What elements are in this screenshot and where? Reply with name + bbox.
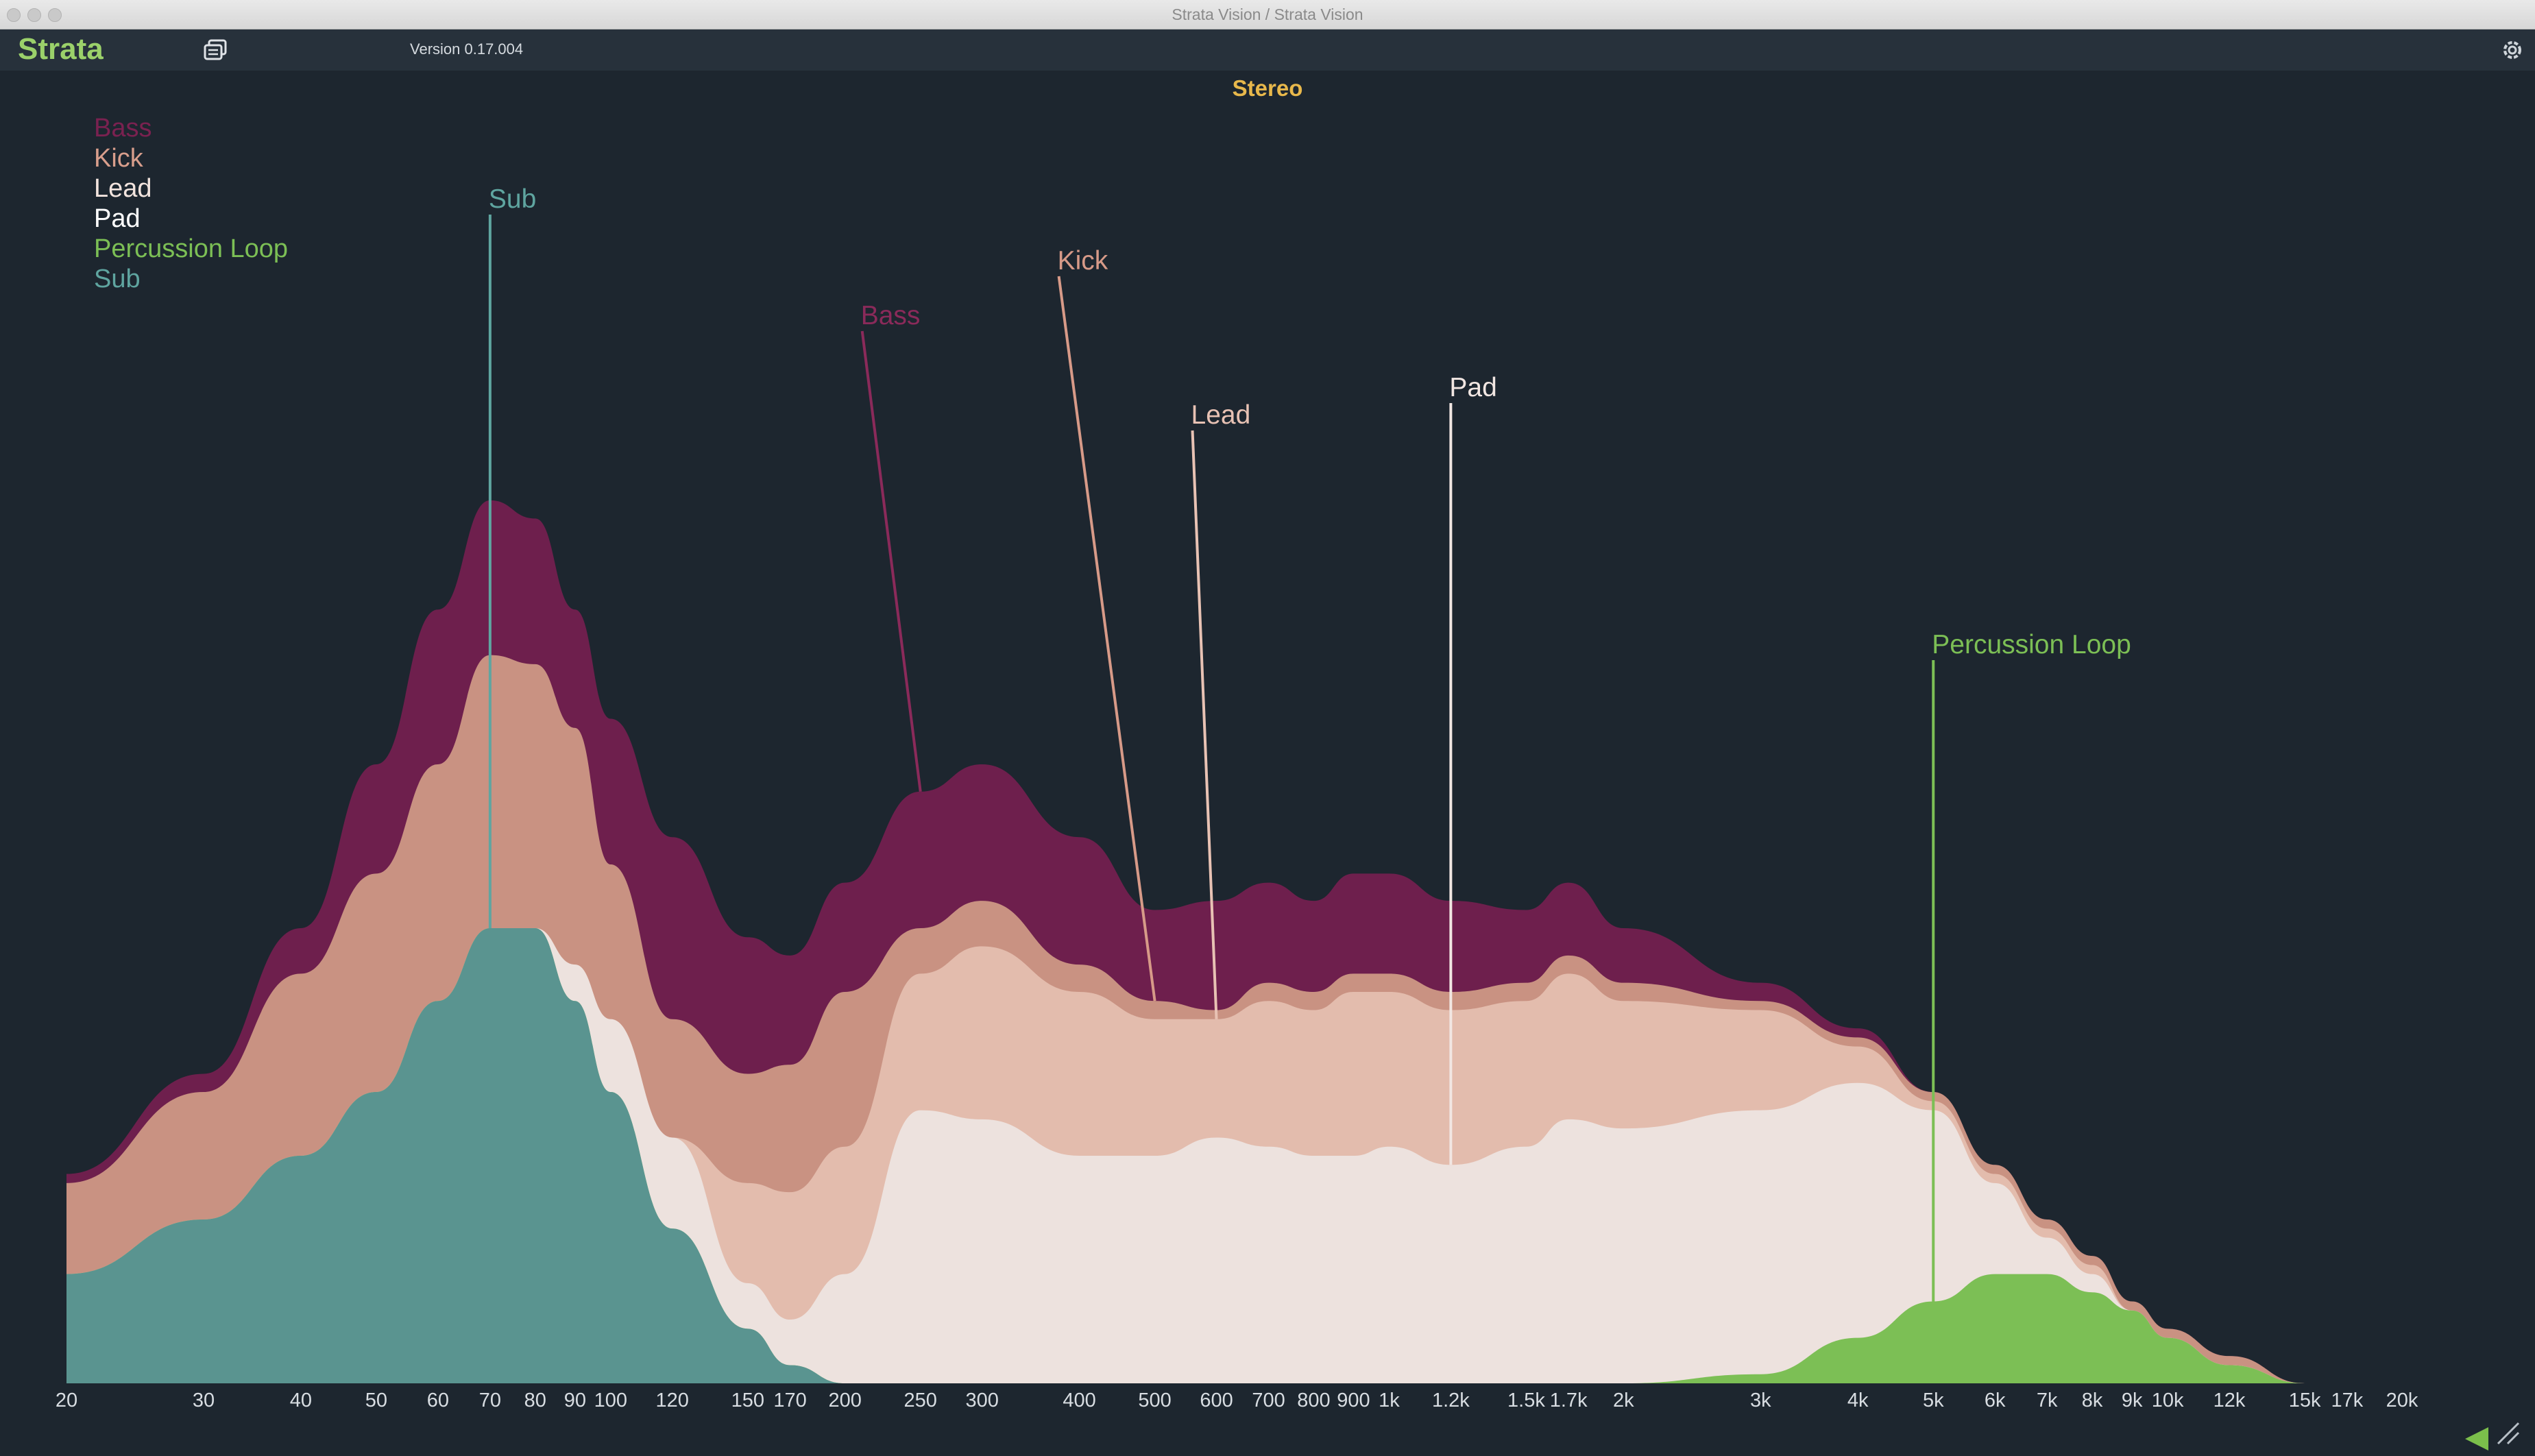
window-title: Strata Vision / Strata Vision [1172, 5, 1363, 23]
callout-label-sub: Sub [489, 184, 536, 214]
x-tick-label: 60 [427, 1390, 449, 1411]
x-tick-label: 10k [2152, 1390, 2184, 1411]
zoom-window-button[interactable] [48, 8, 62, 22]
x-tick-label: 1k [1379, 1390, 1400, 1411]
legend-item-kick[interactable]: Kick [94, 144, 143, 173]
legend-item-lead[interactable]: Lead [94, 174, 152, 203]
x-tick-label: 4k [1847, 1390, 1869, 1411]
callout-label-lead: Lead [1191, 400, 1251, 430]
x-tick-label: 5k [1923, 1390, 1944, 1411]
callout-label-kick: Kick [1058, 246, 1108, 276]
toolbar: Strata Version 0.17.004 [0, 29, 2535, 71]
x-tick-label: 1.5k [1507, 1390, 1545, 1411]
copy-window-icon[interactable] [202, 39, 231, 64]
x-tick-label: 70 [479, 1390, 501, 1411]
x-tick-label: 200 [828, 1390, 861, 1411]
x-tick-label: 20 [56, 1390, 77, 1411]
x-tick-label: 700 [1252, 1390, 1285, 1411]
minimize-window-button[interactable] [27, 8, 41, 22]
x-tick-label: 800 [1297, 1390, 1330, 1411]
close-window-button[interactable] [7, 8, 21, 22]
x-tick-label: 100 [594, 1390, 627, 1411]
x-tick-label: 900 [1337, 1390, 1370, 1411]
x-tick-label: 300 [965, 1390, 998, 1411]
callout-label-bass: Bass [861, 301, 921, 330]
x-tick-label: 9k [2122, 1390, 2143, 1411]
x-tick-label: 30 [193, 1390, 215, 1411]
x-tick-label: 1.2k [1432, 1390, 1470, 1411]
resize-grip-icon[interactable] [2494, 1419, 2521, 1446]
x-tick-label: 50 [365, 1390, 387, 1411]
x-tick-label: 2k [1613, 1390, 1634, 1411]
callout-line-bass [860, 330, 922, 792]
legend-item-percussion-loop[interactable]: Percussion Loop [94, 234, 289, 263]
x-tick-label: 500 [1138, 1390, 1171, 1411]
legend-item-sub[interactable]: Sub [94, 265, 141, 293]
x-tick-label: 15k [2289, 1390, 2321, 1411]
x-tick-label: 1.7k [1550, 1390, 1588, 1411]
callout-label-percussion-loop: Percussion Loop [1932, 630, 2131, 659]
x-tick-label: 250 [904, 1390, 937, 1411]
x-tick-label: 20k [2386, 1390, 2418, 1411]
x-tick-label: 8k [2082, 1390, 2103, 1411]
x-tick-label: 7k [2037, 1390, 2058, 1411]
callout-label-pad: Pad [1449, 373, 1496, 402]
x-tick-label: 12k [2213, 1390, 2246, 1411]
gear-icon[interactable] [2497, 35, 2527, 65]
play-triangle-icon[interactable] [2465, 1427, 2488, 1451]
window-titlebar: Strata Vision / Strata Vision [0, 0, 2535, 29]
x-tick-label: 40 [290, 1390, 312, 1411]
x-tick-label: 600 [1200, 1390, 1233, 1411]
x-tick-label: 170 [773, 1390, 806, 1411]
x-tick-label: 90 [564, 1390, 586, 1411]
x-tick-label: 17k [2331, 1390, 2363, 1411]
x-tick-label: 80 [524, 1390, 546, 1411]
app-logo: Strata [18, 32, 104, 66]
callout-line-lead [1191, 430, 1218, 1019]
version-label: Version 0.17.004 [410, 40, 524, 58]
x-tick-label: 150 [731, 1390, 764, 1411]
x-tick-label: 120 [656, 1390, 689, 1411]
callout-line-kick [1057, 276, 1156, 1002]
x-tick-label: 3k [1750, 1390, 1771, 1411]
legend: Bass Kick Lead Pad Percussion Loop Sub [94, 113, 288, 294]
legend-item-bass[interactable]: Bass [94, 114, 152, 143]
x-tick-label: 6k [1985, 1390, 2006, 1411]
channel-label[interactable]: Stereo [1232, 75, 1303, 101]
area-sub [66, 928, 2402, 1383]
x-tick-label: 400 [1063, 1390, 1095, 1411]
legend-item-pad[interactable]: Pad [94, 204, 141, 233]
